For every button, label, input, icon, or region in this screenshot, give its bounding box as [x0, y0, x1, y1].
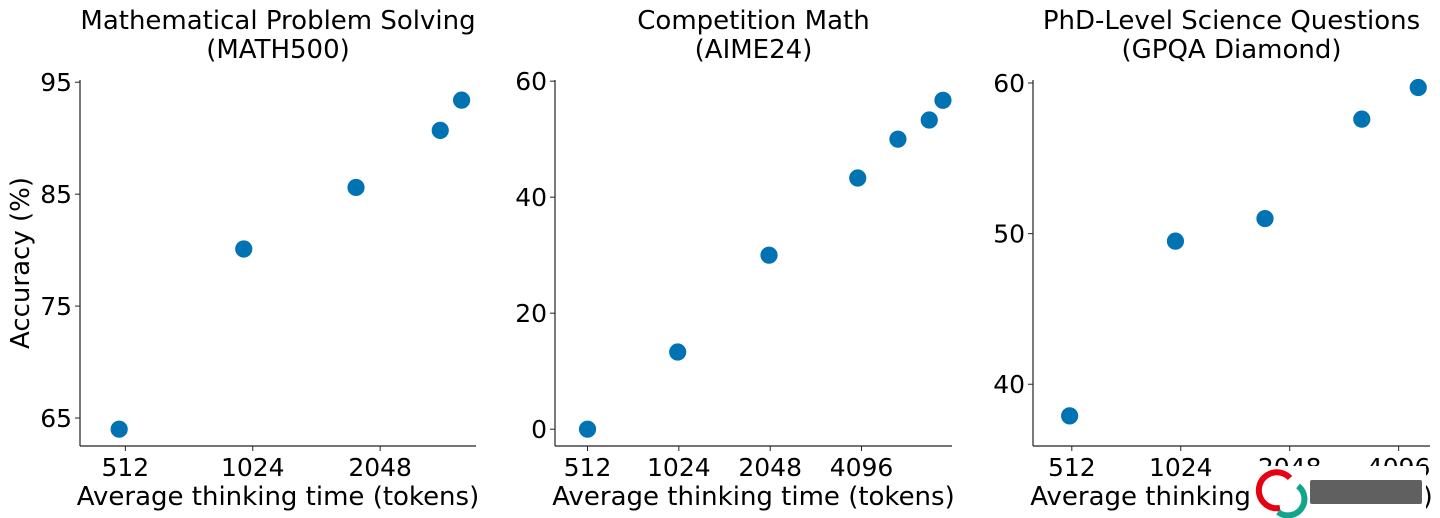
y-tick-label: 65 [40, 404, 72, 433]
chart-subtitle: (GPQA Diamond) [1121, 35, 1341, 65]
y-tick-label: 40 [993, 370, 1025, 399]
panel-1: Mathematical Problem Solving(MATH500) 65 7… [6, 6, 479, 512]
x-tick-label: 512 [564, 453, 612, 482]
watermark-logo-green-arc [1276, 483, 1308, 518]
y-tick-label: 50 [993, 220, 1025, 249]
data-point [109, 419, 129, 439]
data-point [452, 90, 471, 110]
chart-title: Mathematical Problem Solving [80, 6, 475, 36]
watermark-text-mark [1310, 480, 1422, 504]
x-tick-label: 512 [1048, 453, 1096, 482]
data-point [1255, 209, 1275, 228]
y-tick-label: 0 [531, 415, 547, 444]
data-point [848, 168, 868, 188]
x-axis-label: Average thinking time (tokens) [77, 482, 479, 512]
data-point [759, 245, 779, 265]
x-tick-label: 4096 [830, 453, 894, 482]
data-point [578, 419, 597, 439]
y-tick-label: 60 [993, 69, 1025, 98]
chart-title: Competition Math [637, 6, 869, 36]
data-point [1408, 78, 1428, 97]
data-point [234, 239, 254, 259]
watermark [1255, 466, 1426, 518]
x-tick-label: 1024 [647, 453, 711, 482]
chart-subtitle: (AIME24) [695, 35, 813, 65]
data-point [933, 90, 953, 110]
panel-3: PhD-Level Science Questions(GPQA Diamond… [993, 6, 1433, 512]
chart-subtitle: (MATH500) [206, 35, 350, 65]
x-tick-label: 2048 [348, 453, 412, 482]
data-point [1060, 406, 1080, 426]
data-point [668, 342, 688, 362]
data-point [346, 178, 366, 197]
data-point [430, 120, 450, 140]
x-tick-label: 2048 [738, 453, 802, 482]
data-point [888, 129, 908, 149]
y-tick-label: 95 [40, 68, 72, 97]
data-point [1352, 109, 1372, 129]
y-tick-label: 85 [40, 180, 72, 209]
data-point [919, 110, 939, 130]
x-tick-label: 512 [102, 453, 150, 482]
x-tick-label: 1024 [1149, 453, 1213, 482]
y-axis-label: Accuracy (%) [6, 177, 36, 349]
x-tick-label: 1024 [221, 453, 285, 482]
y-tick-label: 75 [40, 292, 72, 321]
watermark-logo-red-arc [1255, 469, 1293, 512]
x-axis-label: Average thinking time (tokens) [552, 482, 954, 512]
y-tick-label: 40 [515, 183, 547, 212]
panel-2: Competition Math(AIME24) 0 20 40 60 512 1024 20… [515, 6, 955, 512]
y-tick-label: 20 [515, 299, 547, 328]
chart-title: PhD-Level Science Questions [1043, 6, 1420, 36]
data-point [1166, 231, 1185, 251]
y-tick-label: 60 [515, 67, 547, 96]
